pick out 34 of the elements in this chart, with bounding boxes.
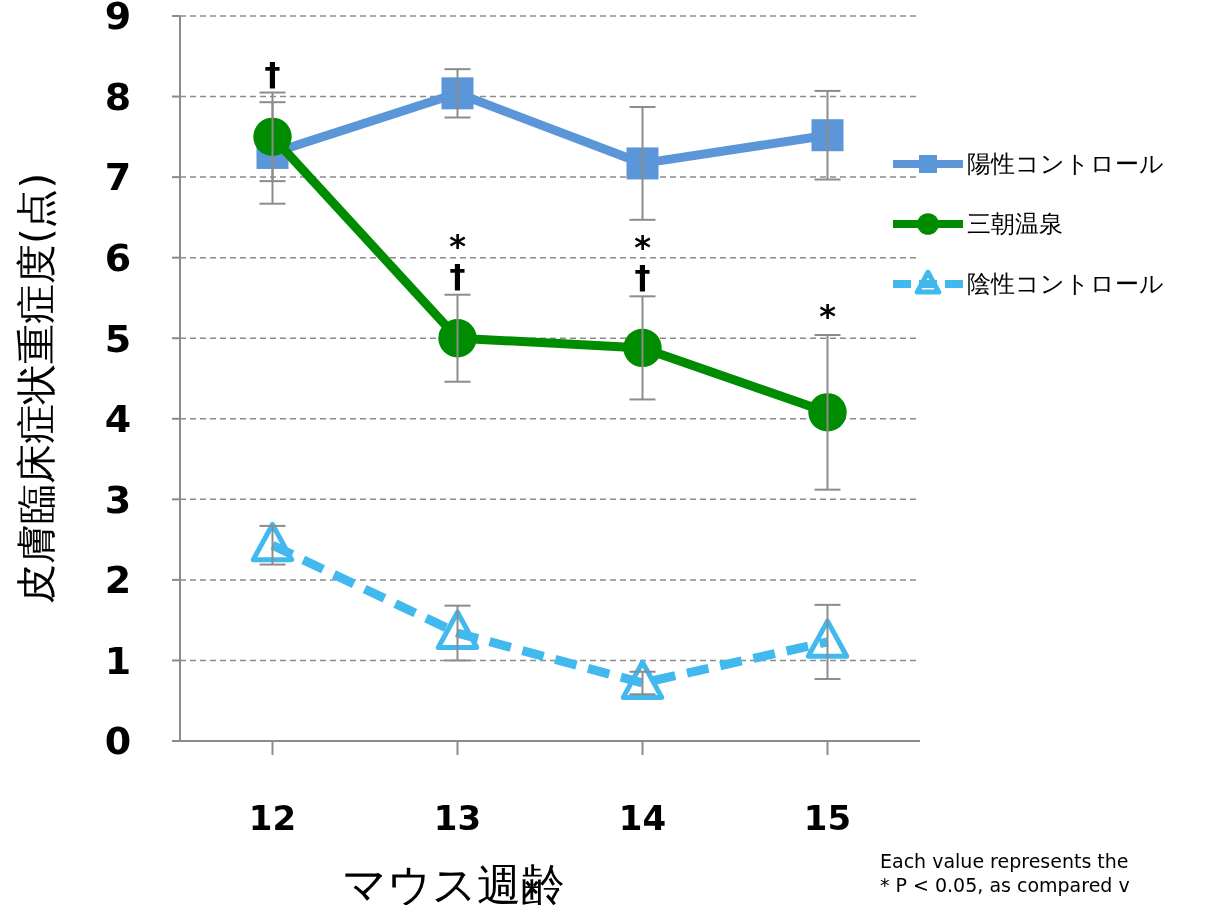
y-tick-label: 6 — [104, 235, 132, 280]
point — [250, 521, 295, 563]
y-tick-label: 1 — [104, 638, 132, 683]
y-tick-label: 2 — [104, 558, 132, 603]
x-tick-label: 13 — [433, 798, 482, 838]
point — [620, 659, 665, 700]
point — [441, 77, 474, 110]
y-tick-label: 5 — [104, 316, 132, 361]
point — [435, 609, 480, 650]
y-tick-label: 9 — [104, 0, 132, 39]
annotation: † — [264, 54, 281, 93]
point — [623, 328, 662, 368]
x-tick-label: 14 — [618, 798, 667, 838]
y-tick-label: 4 — [104, 397, 132, 442]
x-tick-label: 12 — [248, 798, 297, 838]
text: * P < 0.05, as compared v — [880, 874, 1130, 896]
x-tick-label: 15 — [803, 798, 852, 838]
legend-label: 陰性コントロール — [967, 270, 1164, 299]
y-tick-label: 3 — [104, 477, 132, 522]
point — [253, 117, 292, 157]
annotation: † — [634, 258, 651, 297]
annotation: * — [819, 297, 837, 335]
y-tick-label: 0 — [104, 719, 132, 764]
legend-label: 陽性コントロール — [967, 150, 1164, 179]
point — [626, 147, 659, 180]
y-tick-label: 8 — [104, 74, 132, 119]
point — [805, 618, 850, 659]
point — [438, 319, 477, 358]
point — [808, 393, 847, 432]
legend-label: 三朝温泉 — [967, 210, 1063, 239]
text: Each value represents the — [880, 850, 1129, 872]
y-tick-label: 7 — [104, 155, 132, 200]
y-axis-title: 皮膚臨床症状重症度(点) — [13, 172, 59, 605]
point — [811, 119, 844, 152]
